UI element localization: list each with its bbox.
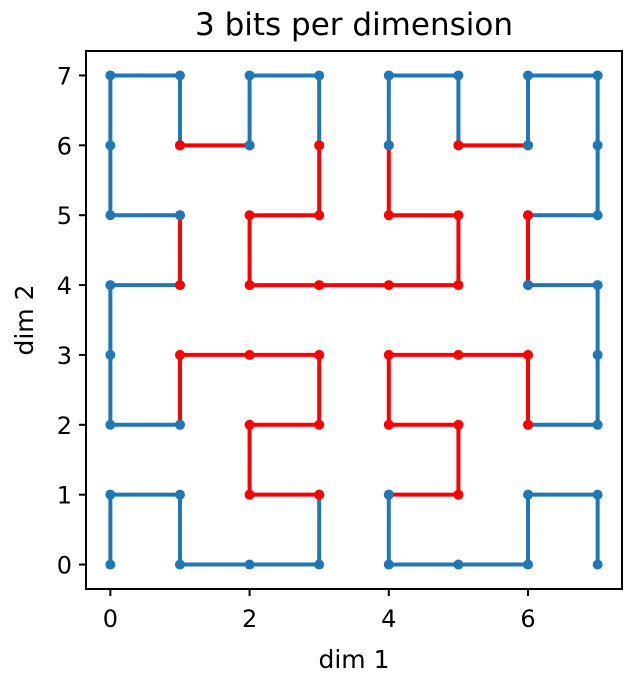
data-point-blue — [105, 349, 116, 360]
data-point-red — [383, 280, 394, 291]
series-line-blue — [108, 492, 322, 567]
x-tick-label: 6 — [520, 605, 535, 633]
data-point-blue — [523, 280, 534, 291]
data-point-red — [244, 419, 255, 430]
data-point-red — [453, 349, 464, 360]
data-point-red — [453, 489, 464, 500]
data-point-blue — [592, 280, 603, 291]
x-tick-label: 2 — [242, 605, 257, 633]
data-point-red — [453, 419, 464, 430]
plot-frame — [85, 50, 623, 590]
data-point-blue — [523, 140, 534, 151]
data-point-red — [314, 349, 325, 360]
series-line-blue — [386, 73, 461, 146]
series-line-blue — [108, 283, 180, 427]
data-point-blue — [592, 559, 603, 570]
data-point-blue — [174, 489, 185, 500]
data-point-blue — [592, 70, 603, 81]
series-line-blue — [386, 492, 600, 567]
data-point-red — [174, 280, 185, 291]
series-layer — [105, 70, 603, 570]
data-point-blue — [383, 559, 394, 570]
x-tick-label: 0 — [103, 605, 118, 633]
data-point-red — [314, 489, 325, 500]
data-point-blue — [453, 559, 464, 570]
data-point-red — [244, 349, 255, 360]
data-point-red — [523, 419, 534, 430]
data-point-red — [523, 349, 534, 360]
y-tick-label: 3 — [57, 342, 72, 370]
data-point-blue — [105, 70, 116, 81]
series-line-red — [177, 352, 322, 497]
series-line-blue — [247, 73, 322, 146]
data-point-blue — [383, 140, 394, 151]
data-point-blue — [523, 70, 534, 81]
data-point-red — [453, 140, 464, 151]
data-point-blue — [592, 210, 603, 221]
x-tick-label: 4 — [381, 605, 396, 633]
data-point-blue — [592, 419, 603, 430]
data-point-blue — [174, 419, 185, 430]
data-point-red — [383, 419, 394, 430]
data-point-red — [314, 140, 325, 151]
data-point-red — [523, 210, 534, 221]
data-point-blue — [592, 489, 603, 500]
data-point-red — [383, 349, 394, 360]
data-point-blue — [244, 559, 255, 570]
data-point-blue — [592, 349, 603, 360]
data-point-blue — [105, 210, 116, 221]
data-point-red — [244, 489, 255, 500]
y-tick-label: 0 — [57, 552, 72, 580]
data-point-blue — [314, 70, 325, 81]
data-point-blue — [383, 489, 394, 500]
data-point-blue — [453, 70, 464, 81]
data-point-blue — [523, 489, 534, 500]
data-point-blue — [105, 559, 116, 570]
series-line-blue — [108, 73, 182, 218]
data-point-blue — [314, 559, 325, 570]
data-point-red — [453, 210, 464, 221]
y-tick-label: 1 — [57, 482, 72, 510]
series-line-blue — [528, 283, 600, 427]
data-point-red — [174, 349, 185, 360]
data-point-blue — [383, 70, 394, 81]
y-tick-label: 7 — [57, 62, 72, 90]
data-point-blue — [244, 70, 255, 81]
x-axis-label: dim 1 — [318, 645, 389, 674]
data-point-red — [453, 280, 464, 291]
data-point-blue — [105, 140, 116, 151]
data-point-blue — [105, 419, 116, 430]
y-tick-label: 4 — [57, 272, 72, 300]
data-point-blue — [174, 210, 185, 221]
data-point-blue — [174, 559, 185, 570]
data-point-blue — [105, 489, 116, 500]
x-axis-ticks: 0 2 4 6 — [103, 589, 536, 633]
data-point-red — [174, 140, 185, 151]
data-point-blue — [592, 140, 603, 151]
data-point-red — [244, 280, 255, 291]
data-point-blue — [244, 140, 255, 151]
y-tick-label: 5 — [57, 202, 72, 230]
data-point-red — [383, 210, 394, 221]
y-tick-label: 6 — [57, 132, 72, 160]
data-point-red — [314, 419, 325, 430]
y-tick-label: 2 — [57, 412, 72, 440]
data-point-blue — [174, 70, 185, 81]
data-point-red — [314, 210, 325, 221]
data-point-blue — [523, 559, 534, 570]
series-line-blue — [526, 73, 600, 218]
data-point-blue — [105, 280, 116, 291]
series-line-red — [247, 145, 461, 288]
y-axis-label: dim 2 — [10, 284, 39, 355]
series-line-red — [386, 352, 531, 497]
chart-title: 3 bits per dimension — [195, 7, 513, 43]
data-point-red — [314, 280, 325, 291]
y-axis-ticks: 0 1 2 3 4 5 6 7 — [57, 62, 86, 580]
data-point-red — [244, 210, 255, 221]
